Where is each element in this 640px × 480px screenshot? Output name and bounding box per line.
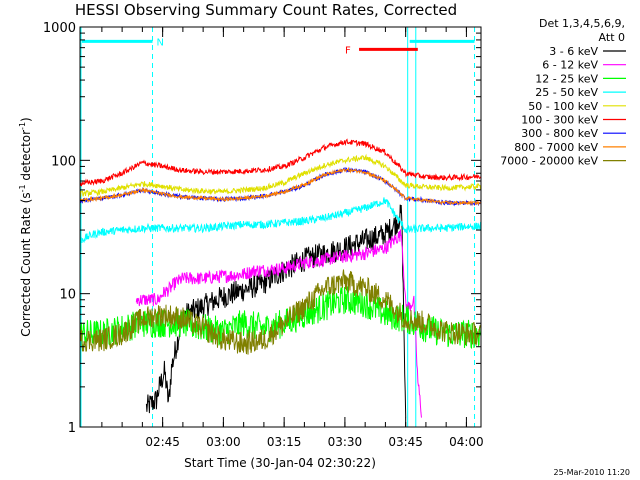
- y-tick-label: 1: [68, 421, 76, 436]
- x-tick-label: 03:00: [206, 435, 241, 449]
- y-axis: 1 10 100 1000: [43, 21, 481, 436]
- legend-label-800-7000-kev: 800 - 7000 keV: [514, 141, 598, 154]
- series-line-7000-20000-kev: [80, 269, 481, 355]
- series-line-25-50-kev: [80, 197, 481, 244]
- legend-label-300-800-kev: 300 - 800 keV: [521, 127, 598, 140]
- series-line-800-7000-kev: [80, 166, 481, 207]
- x-tick-label: 03:30: [328, 435, 363, 449]
- x-tick-label: 02:45: [145, 435, 180, 449]
- x-tick-label: 03:15: [267, 435, 302, 449]
- y-tick-label: 10: [59, 288, 76, 303]
- series-line-6-12-kev: [135, 229, 423, 418]
- legend-header-line2: Att 0: [599, 31, 625, 44]
- legend-label-7000-20000-kev: 7000 - 20000 keV: [500, 155, 598, 168]
- series-line-300-800-kev: [80, 166, 481, 207]
- y-tick-label: 100: [51, 154, 76, 169]
- legend-label-3-6-kev: 3 - 6 keV: [549, 45, 598, 58]
- y-axis-label: Corrected Count Rate (s-1 detector-1): [18, 117, 33, 336]
- legend-label-6-12-kev: 6 - 12 keV: [542, 59, 598, 72]
- legend-label-12-25-kev: 12 - 25 keV: [535, 72, 598, 85]
- legend-label-100-300-kev: 100 - 300 keV: [521, 114, 598, 127]
- legend-label-25-50-kev: 25 - 50 keV: [535, 86, 598, 99]
- footer-timestamp: 25-Mar-2010 11:20: [554, 468, 631, 477]
- x-axis: 02:45 03:00 03:15 03:30 03:45 04:00: [101, 27, 484, 449]
- legend-label-50-100-kev: 50 - 100 keV: [528, 100, 598, 113]
- annotation-label-n: N: [157, 37, 164, 48]
- series-line-3-6-kev: [145, 204, 407, 418]
- series-line-100-300-kev: [80, 138, 481, 187]
- plot-frame: [79, 26, 482, 428]
- x-tick-label: 03:45: [388, 435, 423, 449]
- chart-title: HESSI Observing Summary Count Rates, Cor…: [75, 1, 457, 19]
- series-group: [80, 138, 481, 418]
- series-line-50-100-kev: [80, 153, 481, 198]
- legend-header-line1: Det 1,3,4,5,6,9,: [539, 17, 625, 30]
- x-tick-label: 04:00: [449, 435, 484, 449]
- x-axis-label: Start Time (30-Jan-04 02:30:22): [184, 456, 376, 470]
- annotation-label-f: F: [345, 45, 351, 56]
- y-tick-label: 1000: [43, 21, 76, 36]
- annotation-bars: NF: [82, 37, 475, 56]
